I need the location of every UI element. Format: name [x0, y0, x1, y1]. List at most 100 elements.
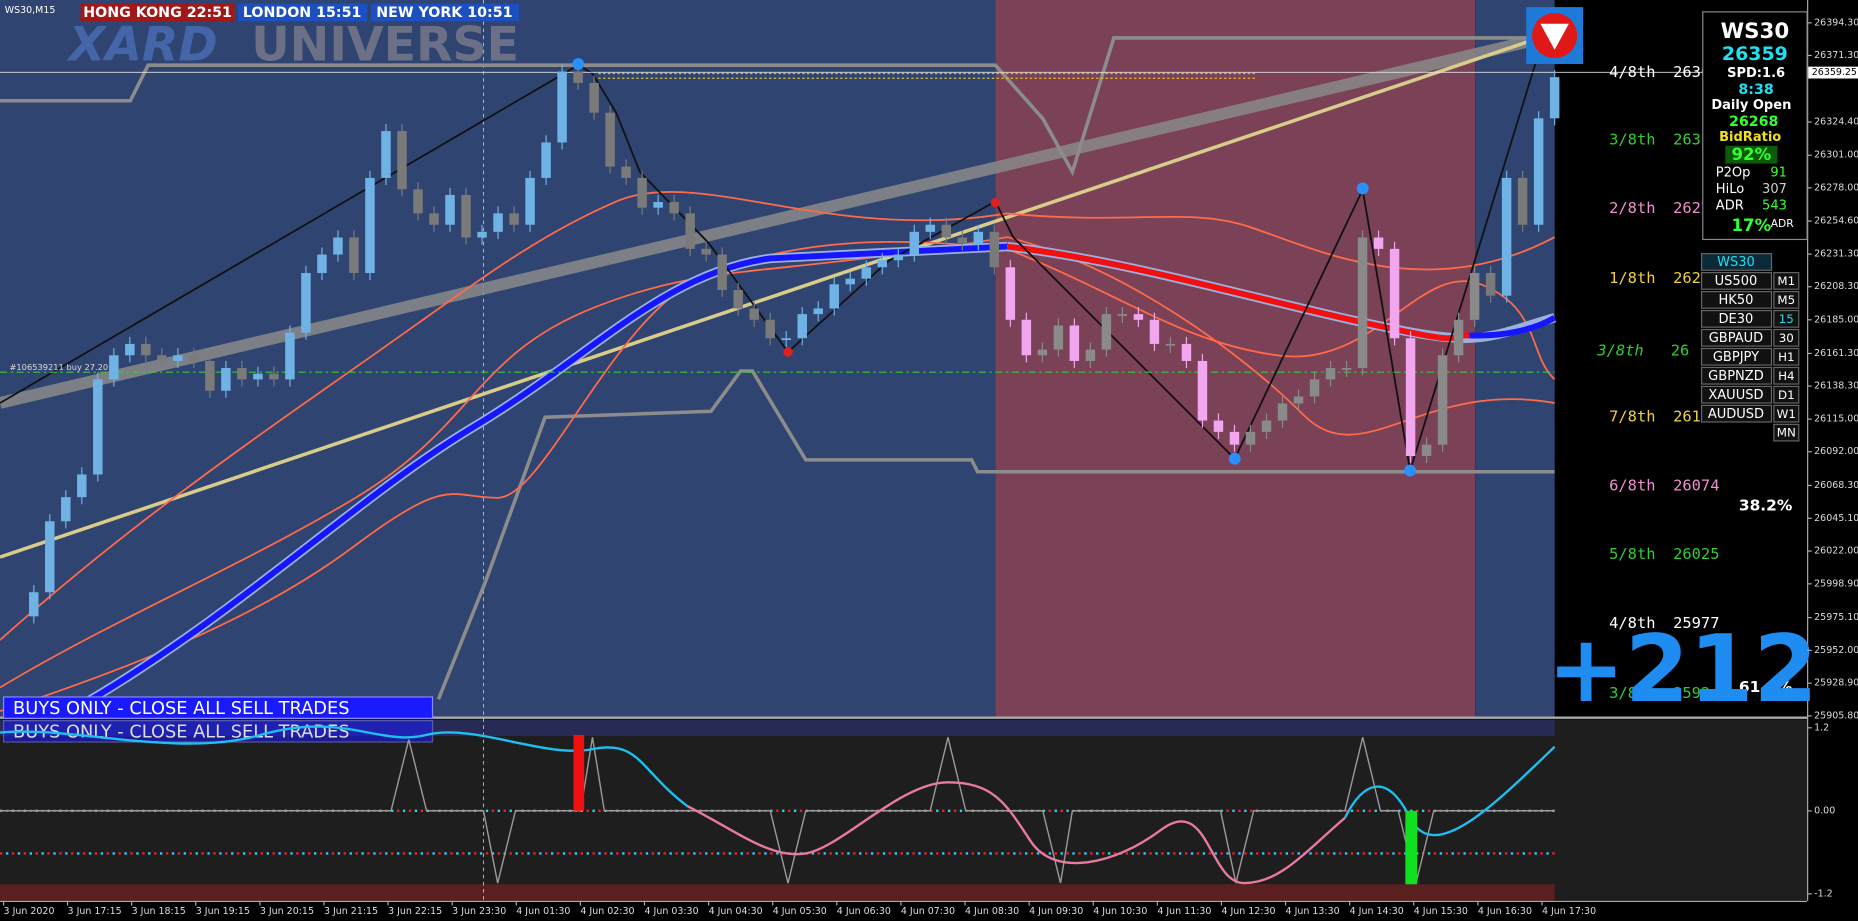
timeframe-button[interactable]	[1773, 404, 1800, 423]
murrey-price: 25977	[1673, 614, 1719, 632]
murrey-price: 26	[1671, 341, 1690, 359]
timeframe-button[interactable]	[1773, 423, 1800, 442]
timeframe-button[interactable]	[1773, 385, 1800, 404]
candle	[1549, 77, 1560, 119]
candle	[429, 213, 439, 225]
time-label: 3 Jun 19:15	[196, 906, 250, 917]
murrey-price: 261	[1673, 408, 1701, 426]
symbol-button[interactable]	[1700, 385, 1773, 404]
trend-line	[0, 39, 1530, 559]
murrey-level: 6/8th	[1609, 476, 1655, 494]
candle	[621, 166, 631, 178]
timeframe-button[interactable]	[1773, 309, 1800, 328]
symbol-button[interactable]	[1700, 253, 1773, 271]
info-text: BidRatio	[1719, 130, 1781, 145]
fib-label: 61.8%	[1739, 678, 1792, 696]
murrey-level: 4/8th	[1609, 63, 1655, 81]
symbol-label[interactable]: WS30	[1717, 255, 1755, 270]
clock-bg	[370, 3, 520, 22]
banner: BUYS ONLY - CLOSE ALL SELL TRADES	[13, 699, 349, 719]
symbol-label[interactable]: XAUUSD	[1708, 388, 1763, 403]
symbol-button[interactable]	[1700, 309, 1773, 328]
symbol-label[interactable]: DE30	[1719, 312, 1754, 327]
clock-bg	[238, 3, 368, 22]
candle	[1517, 177, 1528, 225]
candle	[493, 213, 503, 232]
candle	[893, 254, 904, 261]
time-label: 3 Jun 23:30	[452, 906, 506, 917]
pivot-dot	[1404, 464, 1417, 477]
timeframe-label[interactable]: M1	[1777, 274, 1795, 288]
candle	[701, 248, 711, 255]
candle	[845, 278, 855, 285]
symbol-button[interactable]	[1700, 328, 1773, 347]
timeframe-button[interactable]	[1773, 290, 1800, 309]
symbol-label[interactable]: US500	[1715, 274, 1758, 289]
candle	[669, 202, 679, 214]
oscillator	[686, 781, 1346, 885]
symbol-button[interactable]	[1700, 366, 1773, 385]
info-text: Daily Open	[1711, 98, 1791, 113]
candle	[93, 379, 103, 475]
symbol-label[interactable]: GBPAUD	[1709, 331, 1763, 346]
timeframe-label[interactable]: M5	[1777, 293, 1795, 307]
pivot-dot	[1356, 182, 1369, 195]
candle	[989, 231, 1000, 268]
timeframe-label[interactable]: W1	[1777, 407, 1796, 421]
candle	[829, 284, 839, 309]
candle	[45, 521, 55, 593]
murrey-levels: 4/8th 2636 3/8th 2631 2/8th 2627 1/8th 262 3/8th…	[1596, 63, 1719, 702]
timeframe-label[interactable]: H1	[1778, 350, 1794, 364]
symbol-label[interactable]: GBPJPY	[1713, 350, 1759, 365]
candle	[781, 338, 791, 341]
time-label: 4 Jun 08:30	[965, 906, 1019, 917]
symbol-button[interactable]	[1700, 272, 1773, 290]
candle	[1373, 237, 1384, 249]
candle	[189, 355, 199, 361]
timeframe-button[interactable]	[1773, 347, 1800, 366]
info-text: 91	[1770, 166, 1787, 181]
symbol-button[interactable]	[1700, 290, 1773, 309]
murrey-price: 26074	[1673, 476, 1719, 494]
time-label: 4 Jun 01:30	[516, 906, 570, 917]
candle	[1005, 267, 1016, 320]
time-label: 4 Jun 07:30	[901, 906, 955, 917]
candle	[301, 272, 311, 333]
timeframe-label[interactable]: 15	[1779, 312, 1794, 326]
timeframe-button[interactable]	[1773, 328, 1800, 347]
symbol-button[interactable]	[1700, 347, 1773, 366]
symbol-label[interactable]: GBPNZD	[1708, 369, 1764, 384]
candle	[1085, 349, 1096, 361]
timeframe-label[interactable]: 30	[1779, 331, 1794, 345]
murrey-price: 2631	[1673, 130, 1710, 148]
candle	[909, 231, 920, 255]
timeframe-button[interactable]	[1773, 366, 1800, 385]
watermark-text: UNIVERSE	[251, 17, 519, 72]
time-label: 3 Jun 21:15	[324, 906, 378, 917]
timeframe-label[interactable]: H4	[1778, 369, 1794, 383]
symbol-button[interactable]	[1700, 404, 1773, 423]
candle	[605, 112, 615, 167]
symbol-label[interactable]: HK50	[1719, 293, 1754, 308]
trend-channel	[0, 35, 1530, 409]
time-label: 3 Jun 18:15	[132, 906, 186, 917]
candle	[1469, 272, 1480, 320]
overlays	[0, 35, 1808, 716]
candle	[29, 592, 39, 617]
symbol-label[interactable]: AUDUSD	[1708, 407, 1764, 422]
candle	[1341, 368, 1352, 370]
candle	[1133, 314, 1144, 320]
murrey-price: 2627	[1673, 199, 1710, 217]
timeframe-button[interactable]	[1773, 272, 1800, 290]
indicator-label: 0.00	[1814, 805, 1835, 816]
candle	[285, 332, 295, 380]
candle	[1485, 272, 1496, 296]
info-text: WS30	[1721, 19, 1790, 44]
profit: +212	[1547, 615, 1817, 723]
timeframe-label[interactable]: MN	[1777, 426, 1796, 440]
timeframe-label[interactable]: D1	[1778, 388, 1795, 402]
candle	[877, 260, 888, 268]
candle	[957, 237, 968, 244]
candle	[269, 373, 279, 380]
